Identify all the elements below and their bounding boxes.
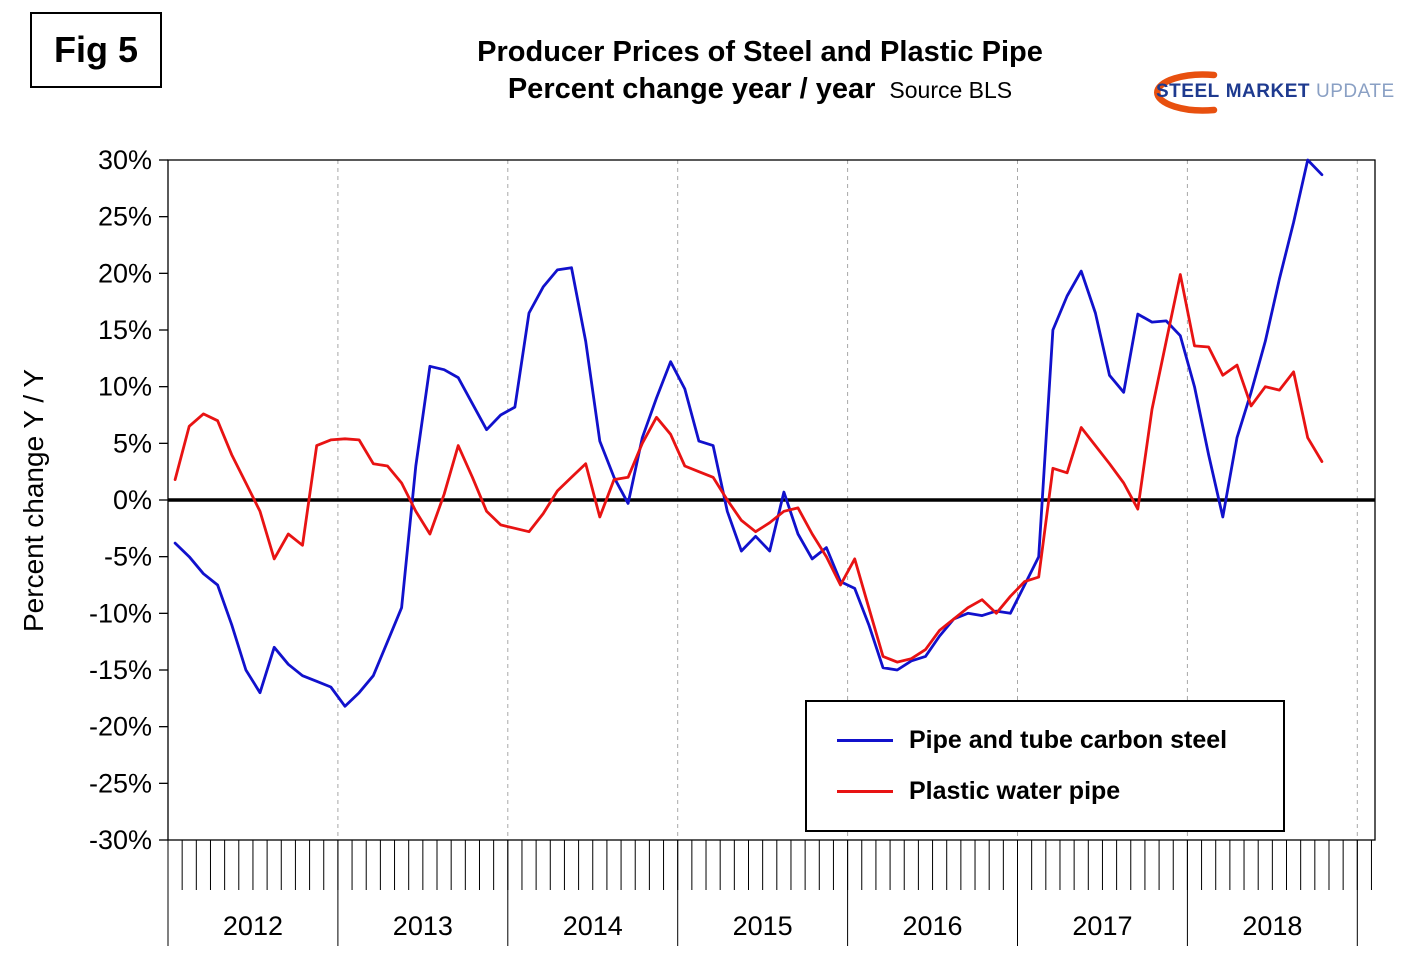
svg-text:5%: 5% bbox=[113, 428, 152, 458]
chart-subtitle-text: Percent change year / year bbox=[507, 73, 876, 106]
svg-text:20%: 20% bbox=[98, 258, 152, 288]
legend-line-plastic-pipe bbox=[837, 790, 893, 793]
legend-item-plastic-pipe: Plastic water pipe bbox=[837, 777, 1283, 806]
chart-subtitle: Percent change year / year Source BLS bbox=[350, 70, 1170, 109]
legend-label-plastic-pipe: Plastic water pipe bbox=[909, 777, 1121, 805]
steel-market-update-logo: STEEL MARKET UPDATE bbox=[1134, 70, 1394, 116]
logo-swoosh-icon bbox=[1154, 71, 1218, 114]
svg-text:15%: 15% bbox=[98, 315, 152, 345]
svg-text:2017: 2017 bbox=[1072, 911, 1132, 941]
logo-text: STEEL MARKET UPDATE bbox=[1156, 81, 1395, 103]
logo-text-update: UPDATE bbox=[1316, 81, 1395, 102]
chart-title-block: Producer Prices of Steel and Plastic Pip… bbox=[350, 34, 1170, 109]
figure-label: Fig 5 bbox=[53, 29, 138, 70]
svg-text:2016: 2016 bbox=[903, 911, 963, 941]
svg-text:-15%: -15% bbox=[89, 655, 152, 685]
legend-item-steel-pipe: Pipe and tube carbon steel bbox=[837, 726, 1283, 755]
chart-source: Source BLS bbox=[889, 77, 1013, 104]
svg-text:-25%: -25% bbox=[89, 768, 152, 798]
logo-text-market: MARKET bbox=[1225, 81, 1311, 102]
svg-text:-5%: -5% bbox=[104, 542, 152, 572]
chart-title: Producer Prices of Steel and Plastic Pip… bbox=[477, 36, 1043, 68]
svg-text:-10%: -10% bbox=[89, 598, 152, 628]
legend-label-steel-pipe: Pipe and tube carbon steel bbox=[909, 726, 1228, 754]
svg-text:2013: 2013 bbox=[393, 911, 453, 941]
chart-legend: Pipe and tube carbon steel Plastic water… bbox=[805, 700, 1285, 832]
svg-text:25%: 25% bbox=[98, 202, 152, 232]
figure-label-box: Fig 5 bbox=[30, 12, 162, 88]
svg-text:10%: 10% bbox=[98, 372, 152, 402]
svg-text:-30%: -30% bbox=[89, 825, 152, 855]
svg-text:2014: 2014 bbox=[563, 911, 623, 941]
svg-text:2015: 2015 bbox=[733, 911, 793, 941]
svg-text:30%: 30% bbox=[98, 145, 152, 175]
svg-text:0%: 0% bbox=[113, 485, 152, 515]
svg-text:2018: 2018 bbox=[1242, 911, 1302, 941]
svg-text:2012: 2012 bbox=[223, 911, 283, 941]
logo-text-steel: STEEL bbox=[1156, 81, 1220, 102]
svg-text:-20%: -20% bbox=[89, 712, 152, 742]
legend-line-steel-pipe bbox=[837, 739, 893, 742]
